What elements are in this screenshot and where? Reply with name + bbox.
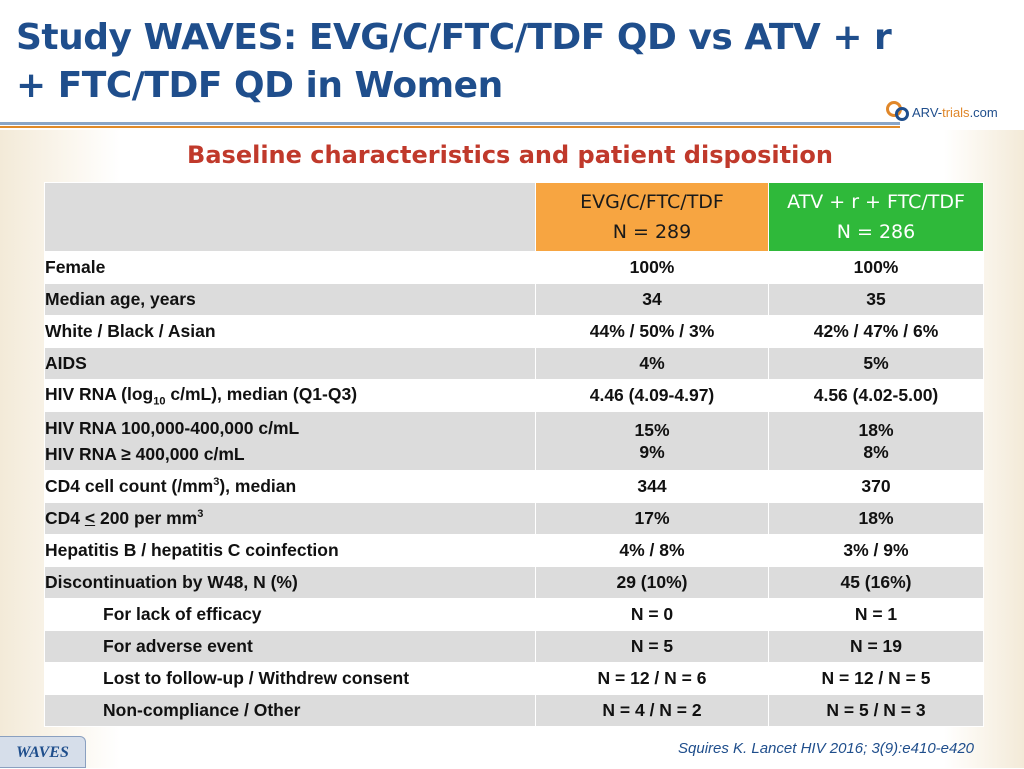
- row-value-atv: N = 1: [768, 598, 984, 631]
- table-header-row: EVG/C/FTC/TDF N = 289 ATV + r + FTC/TDF …: [44, 182, 984, 252]
- row-label: Discontinuation by W48, N (%): [44, 566, 536, 599]
- row-label: White / Black / Asian: [44, 315, 536, 348]
- citation: Squires K. Lancet HIV 2016; 3(9):e410-e4…: [678, 740, 975, 757]
- logo-text: ARV-trials.com: [912, 104, 998, 120]
- row-value-evg: N = 4 / N = 2: [535, 694, 769, 727]
- row-value-atv: 3% / 9%: [768, 534, 984, 567]
- row-label: Female: [44, 251, 536, 284]
- table-row: Hepatitis B / hepatitis C coinfection 4%…: [44, 534, 984, 567]
- header-blank-cell: [44, 182, 536, 252]
- row-value-evg: 15% 9%: [535, 411, 769, 471]
- row-value-atv: 35: [768, 283, 984, 316]
- row-label: CD4 cell count (/mm3), median: [44, 470, 536, 503]
- row-label: CD4 < 200 per mm3: [44, 502, 536, 535]
- table-row: For lack of efficacy N = 0 N = 1: [44, 598, 984, 631]
- row-value-evg: 100%: [535, 251, 769, 284]
- column-header-evg-name: EVG/C/FTC/TDF: [580, 191, 724, 213]
- row-value-atv: 5%: [768, 347, 984, 380]
- row-value-atv: 45 (16%): [768, 566, 984, 599]
- row-value-evg: N = 5: [535, 630, 769, 663]
- column-header-evg: EVG/C/FTC/TDF N = 289: [535, 182, 769, 252]
- table-row: Discontinuation by W48, N (%) 29 (10%) 4…: [44, 566, 984, 599]
- row-label: HIV RNA 100,000-400,000 c/mL HIV RNA ≥ 4…: [44, 411, 536, 471]
- title-divider-blue: [0, 122, 900, 125]
- row-value-atv: N = 19: [768, 630, 984, 663]
- table-row: Non-compliance / Other N = 4 / N = 2 N =…: [44, 694, 984, 727]
- row-value-evg: 29 (10%): [535, 566, 769, 599]
- row-value-atv: 100%: [768, 251, 984, 284]
- row-value-evg: 344: [535, 470, 769, 503]
- row-value-atv: 18%: [768, 502, 984, 535]
- row-label: Lost to follow-up / Withdrew consent: [44, 662, 536, 695]
- baseline-table: EVG/C/FTC/TDF N = 289 ATV + r + FTC/TDF …: [44, 182, 984, 727]
- table-row: AIDS 4% 5%: [44, 347, 984, 380]
- column-header-atv: ATV + r + FTC/TDF N = 286: [768, 182, 984, 252]
- table-row: For adverse event N = 5 N = 19: [44, 630, 984, 663]
- row-value-atv: 4.56 (4.02-5.00): [768, 379, 984, 412]
- row-label: Non-compliance / Other: [44, 694, 536, 727]
- table-row: CD4 < 200 per mm3 17% 18%: [44, 502, 984, 535]
- row-value-atv: 18% 8%: [768, 411, 984, 471]
- row-value-evg: 17%: [535, 502, 769, 535]
- table-row: White / Black / Asian 44% / 50% / 3% 42%…: [44, 315, 984, 348]
- slide-subtitle: Baseline characteristics and patient dis…: [187, 141, 833, 169]
- table-row: Lost to follow-up / Withdrew consent N =…: [44, 662, 984, 695]
- title-divider-orange: [0, 126, 900, 128]
- table-row: CD4 cell count (/mm3), median 344 370: [44, 470, 984, 503]
- column-header-atv-n: N = 286: [836, 221, 916, 243]
- row-value-evg: 4%: [535, 347, 769, 380]
- table-row: Female 100% 100%: [44, 251, 984, 284]
- row-value-atv: N = 12 / N = 5: [768, 662, 984, 695]
- table-row: HIV RNA 100,000-400,000 c/mL HIV RNA ≥ 4…: [44, 411, 984, 471]
- row-label: For adverse event: [44, 630, 536, 663]
- row-label: AIDS: [44, 347, 536, 380]
- row-value-evg: 4.46 (4.09-4.97): [535, 379, 769, 412]
- study-tag: WAVES: [0, 736, 86, 768]
- row-value-atv: N = 5 / N = 3: [768, 694, 984, 727]
- slide-title: Study WAVES: EVG/C/FTC/TDF QD vs ATV + r…: [16, 17, 892, 106]
- row-value-evg: 4% / 8%: [535, 534, 769, 567]
- row-value-atv: 42% / 47% / 6%: [768, 315, 984, 348]
- row-value-evg: 34: [535, 283, 769, 316]
- column-header-evg-n: N = 289: [612, 221, 692, 243]
- row-value-evg: N = 12 / N = 6: [535, 662, 769, 695]
- logo-rings-icon: [886, 99, 912, 125]
- row-value-evg: N = 0: [535, 598, 769, 631]
- row-value-evg: 44% / 50% / 3%: [535, 315, 769, 348]
- row-value-atv: 370: [768, 470, 984, 503]
- table-row: HIV RNA (log10 c/mL), median (Q1-Q3) 4.4…: [44, 379, 984, 412]
- arv-trials-logo: ARV-trials.com: [886, 98, 998, 126]
- row-label: HIV RNA (log10 c/mL), median (Q1-Q3): [44, 379, 536, 412]
- row-label: Median age, years: [44, 283, 536, 316]
- row-label: Hepatitis B / hepatitis C coinfection: [44, 534, 536, 567]
- table-row: Median age, years 34 35: [44, 283, 984, 316]
- column-header-atv-name: ATV + r + FTC/TDF: [787, 191, 965, 213]
- row-label: For lack of efficacy: [44, 598, 536, 631]
